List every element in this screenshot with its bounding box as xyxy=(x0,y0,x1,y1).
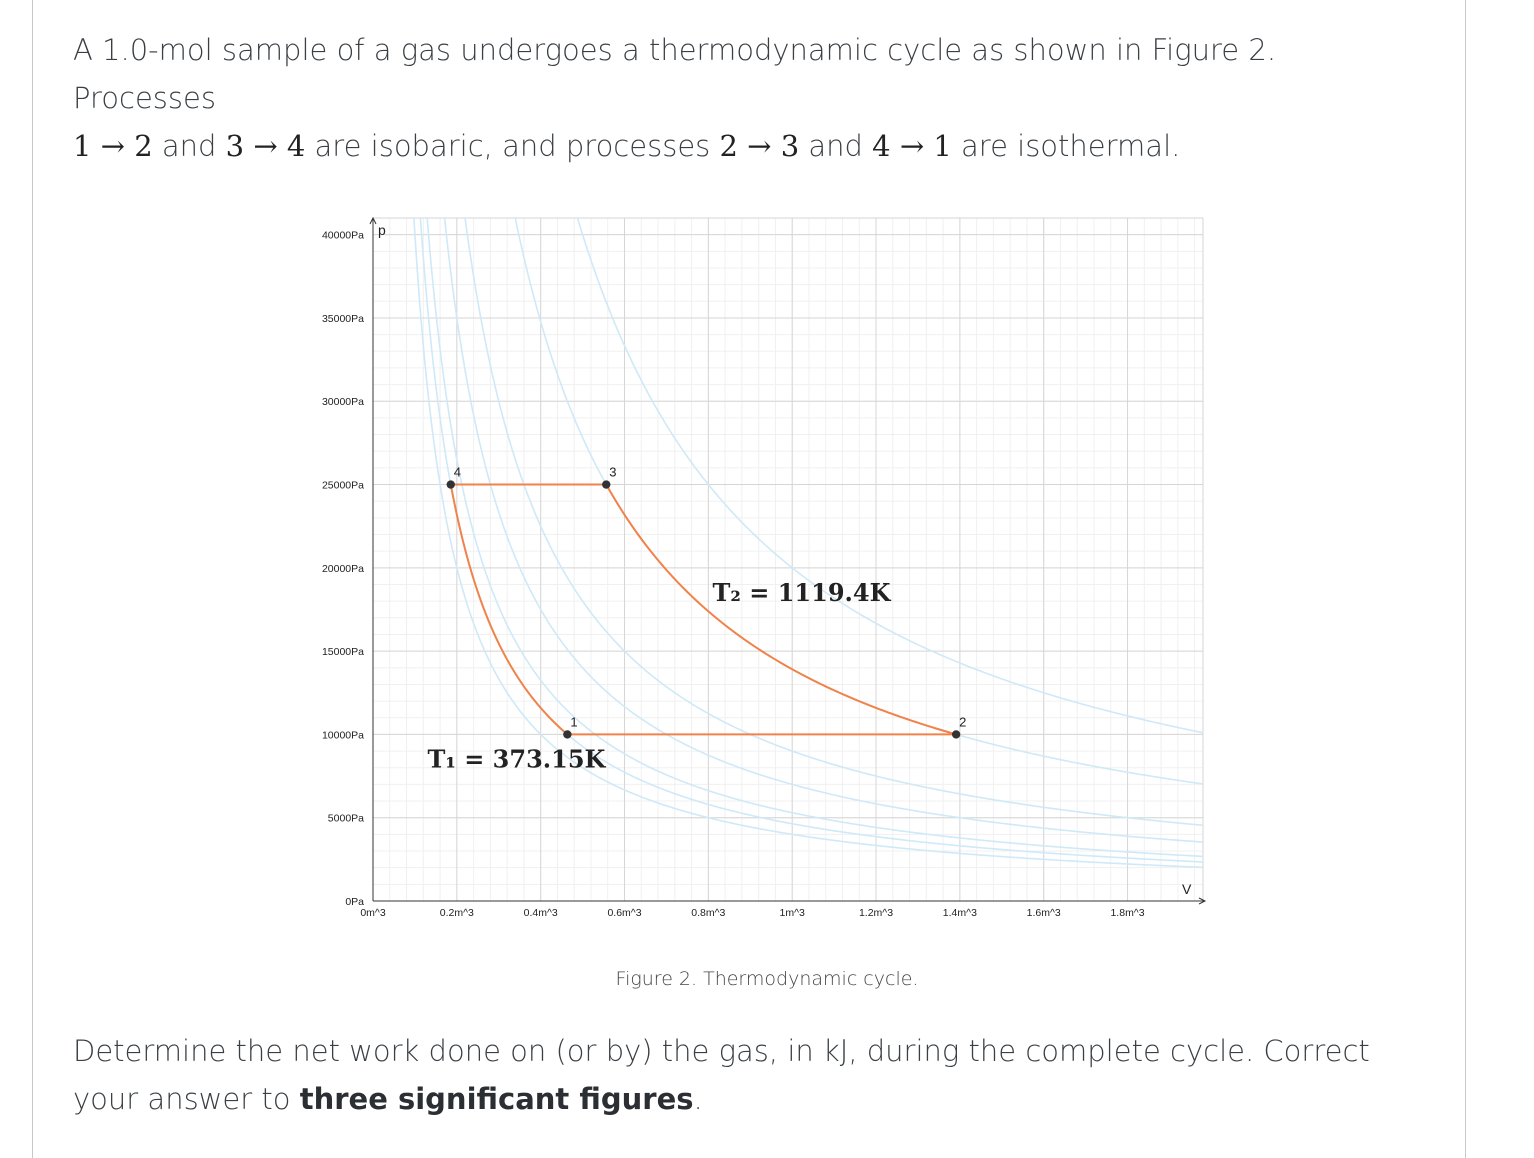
state-point-label: 4 xyxy=(454,465,461,480)
background-isotherm xyxy=(514,218,1203,785)
state-point xyxy=(446,480,455,489)
and-text: and xyxy=(161,129,217,163)
x-tick-label: 0.6m^3 xyxy=(607,907,641,919)
background-isotherm xyxy=(464,218,1203,827)
state-number: 3 xyxy=(225,129,245,163)
y-tick-label: 25000Pa xyxy=(322,480,364,492)
state-number: 3 xyxy=(780,129,800,163)
arrow-symbol: → xyxy=(747,129,772,163)
arrow-symbol: → xyxy=(100,129,125,163)
x-axis-arrow-icon xyxy=(1198,897,1207,905)
x-tick-label: 1.6m^3 xyxy=(1027,907,1061,919)
background-isotherm xyxy=(413,218,1203,869)
question-text: Determine the net work done on (or by) t… xyxy=(73,1027,1393,1123)
y-tick-label: 0Pa xyxy=(345,896,364,908)
state-point-label: 1 xyxy=(570,714,577,729)
state-number: 2 xyxy=(719,129,738,163)
pv-diagram: 1 2 3 4 p V 0Pa 5000Pa 10000Pa 15000Pa 20000Pa 2500… xyxy=(322,216,1207,919)
problem-line-2: 1 → 2 and 3 → 4 are isobaric, and proces… xyxy=(73,122,1393,170)
state-point xyxy=(602,480,611,489)
state-number: 4 xyxy=(286,129,306,163)
isobaric-text: are isobaric, and processes xyxy=(314,129,711,163)
question-emphasis: three significant figures xyxy=(299,1082,694,1116)
x-tick-label: 1.4m^3 xyxy=(943,907,977,919)
x-tick-label: 1m^3 xyxy=(780,907,806,919)
x-tick-label: 0.8m^3 xyxy=(691,907,725,919)
y-axis-label: p xyxy=(378,222,386,238)
y-tick-label: 15000Pa xyxy=(322,646,364,658)
state-point xyxy=(563,730,572,739)
isothermal-text: are isothermal. xyxy=(961,129,1181,163)
content-panel xyxy=(32,0,1466,1158)
state-point-label: 3 xyxy=(609,465,616,480)
y-tick-label: 30000Pa xyxy=(322,396,364,408)
problem-statement: A 1.0-mol sample of a gas undergoes a th… xyxy=(73,26,1393,170)
temperature-annotation: T₁ = 373.15K xyxy=(427,745,606,774)
y-tick-label: 35000Pa xyxy=(322,313,364,325)
arrow-symbol: → xyxy=(253,129,278,163)
state-number: 2 xyxy=(134,129,153,163)
question-body: Determine the net work done on (or by) t… xyxy=(73,1034,1370,1116)
y-tick-label: 20000Pa xyxy=(322,563,364,575)
background-isotherm xyxy=(443,218,1203,843)
x-axis-label: V xyxy=(1182,881,1192,897)
state-point xyxy=(951,730,961,739)
state-number: 1 xyxy=(933,129,952,163)
background-isotherm xyxy=(426,218,1203,858)
y-tick-label: 10000Pa xyxy=(322,729,364,741)
problem-line-1: A 1.0-mol sample of a gas undergoes a th… xyxy=(73,33,1277,115)
figure-caption: Figure 2. Thermodynamic cycle. xyxy=(615,968,919,990)
temperature-annotation: T₂ = 1119.4K xyxy=(713,578,892,607)
isothermal-process-curve xyxy=(449,484,569,736)
and-text: and xyxy=(808,129,863,163)
x-tick-label: 0m^3 xyxy=(360,907,386,919)
background-isotherm xyxy=(576,218,1203,734)
arrow-symbol: → xyxy=(899,129,925,163)
isothermal-process-curve xyxy=(605,484,957,736)
state-point-label: 2 xyxy=(959,714,966,729)
x-tick-label: 1.2m^3 xyxy=(859,907,893,919)
x-tick-label: 0.2m^3 xyxy=(440,907,474,919)
state-number: 1 xyxy=(73,129,92,163)
question-end: . xyxy=(693,1082,703,1116)
y-tick-label: 5000Pa xyxy=(328,813,364,825)
state-number: 4 xyxy=(872,129,891,163)
x-tick-label: 0.4m^3 xyxy=(524,907,558,919)
x-tick-label: 1.8m^3 xyxy=(1110,907,1144,919)
y-axis-arrow-icon xyxy=(369,216,377,225)
y-tick-label: 40000Pa xyxy=(322,230,364,242)
